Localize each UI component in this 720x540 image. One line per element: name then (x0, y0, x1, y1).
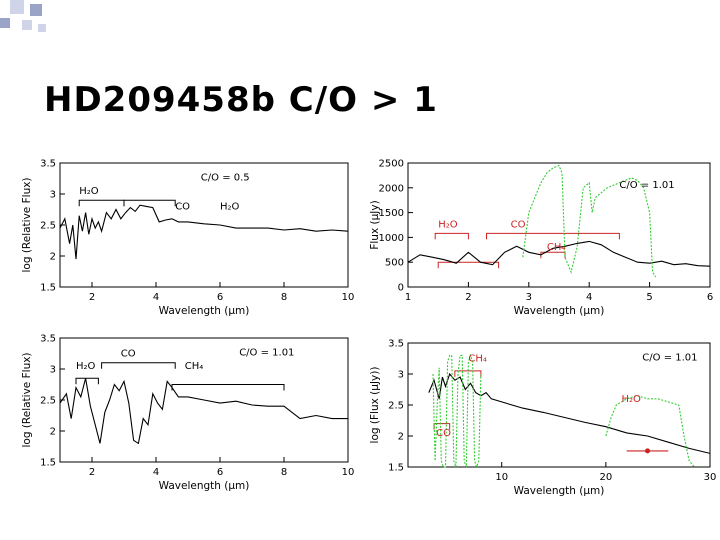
band-bracket (437, 261, 500, 269)
annotation: CH₄ (185, 361, 204, 372)
y-tick-label: 2 (50, 252, 56, 263)
x-tick-label: 6 (217, 292, 223, 303)
spectrum-chart-co-1-01: 2 4 6 8 10 1.5 2 2.5 3 3.5 Wavelength (μm) log (Rel… (21, 334, 355, 493)
plot-frame (407, 162, 711, 288)
x-tick-label: 8 (281, 292, 287, 303)
y-axis-label: Flux (μJy) (369, 200, 381, 249)
y-tick-label: 2000 (379, 183, 404, 194)
data-point (645, 448, 651, 454)
y-axis-label: log (Relative Flux) (21, 352, 33, 447)
annotation: CH₄ (547, 242, 566, 253)
y-tick-label: 2.5 (40, 221, 56, 232)
y-tick-label: 2 (50, 427, 56, 438)
band-bracket (454, 370, 482, 377)
x-tick-label: 6 (217, 467, 223, 478)
y-tick-label: 3.5 (40, 334, 56, 345)
x-tick-label: 1 (405, 292, 411, 303)
y-tick-label: 3 (50, 365, 56, 376)
x-axis-label: Wavelength (μm) (514, 305, 605, 317)
band-bracket (434, 232, 469, 240)
x-tick-label: 10 (342, 467, 355, 478)
annotation: C/O = 1.01 (239, 347, 294, 358)
band-bracket (75, 377, 99, 385)
x-tick-label: 2 (89, 292, 95, 303)
y-tick-label: 3.5 (388, 339, 404, 350)
x-tick-label: 20 (599, 472, 612, 483)
band-bracket (486, 232, 620, 240)
annotation: H₂O (76, 361, 96, 372)
chart-panel-4: 10 20 30 1.5 2 2.5 3 3.5 Wavelength (μm) log (Flu… (356, 335, 720, 505)
series-line-0 (407, 240, 711, 267)
annotation: C/O = 1.01 (619, 180, 674, 191)
annotation: CO (511, 219, 526, 230)
x-tick-label: 10 (342, 292, 355, 303)
annotation: CH₄ (468, 354, 487, 365)
chart-panel-1: 2 4 6 8 10 1.5 2 2.5 3 3.5 Wavelength (μm) log (Rel… (18, 155, 360, 325)
x-tick-label: 30 (704, 472, 717, 483)
band-bracket (171, 384, 285, 391)
band-bracket (123, 199, 176, 207)
x-tick-label: 5 (646, 292, 652, 303)
series-line-0 (59, 204, 349, 260)
slide-title: HD209458b C/O > 1 (44, 80, 438, 120)
y-tick-label: 2 (398, 432, 404, 443)
band-bracket (101, 362, 176, 369)
x-tick-label: 10 (495, 472, 508, 483)
y-tick-label: 3.5 (40, 159, 56, 170)
spectrum-chart-flux-jy: 1 2 3 4 5 6 0 500 1000 1500 2000 2500 Wavelength (μm… (369, 159, 713, 318)
x-tick-label: 4 (586, 292, 592, 303)
y-tick-label: 3 (398, 370, 404, 381)
chart-panel-2: 1 2 3 4 5 6 0 500 1000 1500 2000 2500 Wavelength (μm… (356, 155, 720, 325)
x-axis-label: Wavelength (μm) (159, 305, 250, 317)
annotation: C/O = 1.01 (642, 352, 697, 363)
x-tick-label: 4 (153, 292, 159, 303)
x-tick-label: 3 (526, 292, 532, 303)
annotation: H₂O (220, 202, 240, 213)
y-tick-label: 3 (50, 190, 56, 201)
x-axis-label: Wavelength (μm) (159, 480, 250, 492)
x-tick-label: 2 (89, 467, 95, 478)
x-tick-label: 6 (707, 292, 713, 303)
annotation: H₂O (438, 219, 458, 230)
y-tick-label: 1000 (379, 233, 404, 244)
y-tick-label: 500 (385, 258, 404, 269)
band-bracket (78, 199, 125, 207)
spectrum-chart-co-0-5: 2 4 6 8 10 1.5 2 2.5 3 3.5 Wavelength (μm) log (Rel… (21, 159, 355, 318)
chart-panel-3: 2 4 6 8 10 1.5 2 2.5 3 3.5 Wavelength (μm) log (Rel… (18, 330, 360, 500)
spectrum-chart-log-flux: 10 20 30 1.5 2 2.5 3 3.5 Wavelength (μm) log (Flu… (369, 339, 717, 498)
y-tick-label: 1.5 (40, 283, 56, 294)
series-line-0 (59, 378, 348, 445)
y-tick-label: 2.5 (388, 401, 404, 412)
annotation: H₂O (621, 394, 641, 405)
series-line-0 (428, 372, 711, 454)
square-pattern-icon (0, 0, 48, 40)
y-tick-label: 1500 (379, 208, 404, 219)
x-tick-label: 8 (281, 467, 287, 478)
x-axis-label: Wavelength (μm) (514, 485, 605, 497)
series-line-1 (522, 164, 657, 278)
annotation: CO (175, 202, 190, 213)
x-tick-label: 4 (153, 467, 159, 478)
annotation: C/O = 0.5 (201, 172, 250, 183)
annotation: CO (436, 428, 451, 439)
y-tick-label: 2.5 (40, 396, 56, 407)
x-tick-label: 2 (465, 292, 471, 303)
annotation: H₂O (79, 186, 99, 197)
y-axis-label: log (Flux (μJy)) (369, 367, 381, 444)
series-line-2 (605, 395, 695, 468)
y-tick-label: 2500 (379, 159, 404, 170)
y-tick-label: 1.5 (40, 458, 56, 469)
y-tick-label: 0 (398, 283, 404, 294)
annotation: CO (121, 349, 136, 360)
y-axis-label: log (Relative Flux) (21, 177, 33, 272)
y-tick-label: 1.5 (388, 463, 404, 474)
series-line-1 (432, 353, 482, 469)
